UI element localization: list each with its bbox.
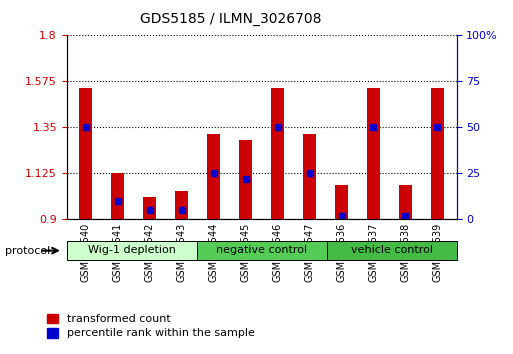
Bar bbox=[239, 140, 252, 219]
Bar bbox=[271, 87, 284, 219]
Bar bbox=[144, 197, 156, 219]
Text: GDS5185 / ILMN_3026708: GDS5185 / ILMN_3026708 bbox=[140, 12, 322, 27]
Bar bbox=[175, 191, 188, 219]
Bar bbox=[367, 87, 380, 219]
Bar bbox=[80, 87, 92, 219]
Bar bbox=[335, 185, 348, 219]
Bar bbox=[67, 241, 196, 260]
Text: negative control: negative control bbox=[216, 245, 307, 256]
Bar bbox=[303, 133, 316, 219]
Text: protocol: protocol bbox=[5, 246, 50, 256]
Legend: transformed count, percentile rank within the sample: transformed count, percentile rank withi… bbox=[47, 314, 254, 338]
Bar bbox=[399, 185, 412, 219]
Text: vehicle control: vehicle control bbox=[350, 245, 432, 256]
Bar bbox=[327, 241, 457, 260]
Bar bbox=[196, 241, 327, 260]
Bar bbox=[431, 87, 444, 219]
Text: Wig-1 depletion: Wig-1 depletion bbox=[88, 245, 175, 256]
Bar bbox=[111, 173, 124, 219]
Bar bbox=[207, 133, 220, 219]
